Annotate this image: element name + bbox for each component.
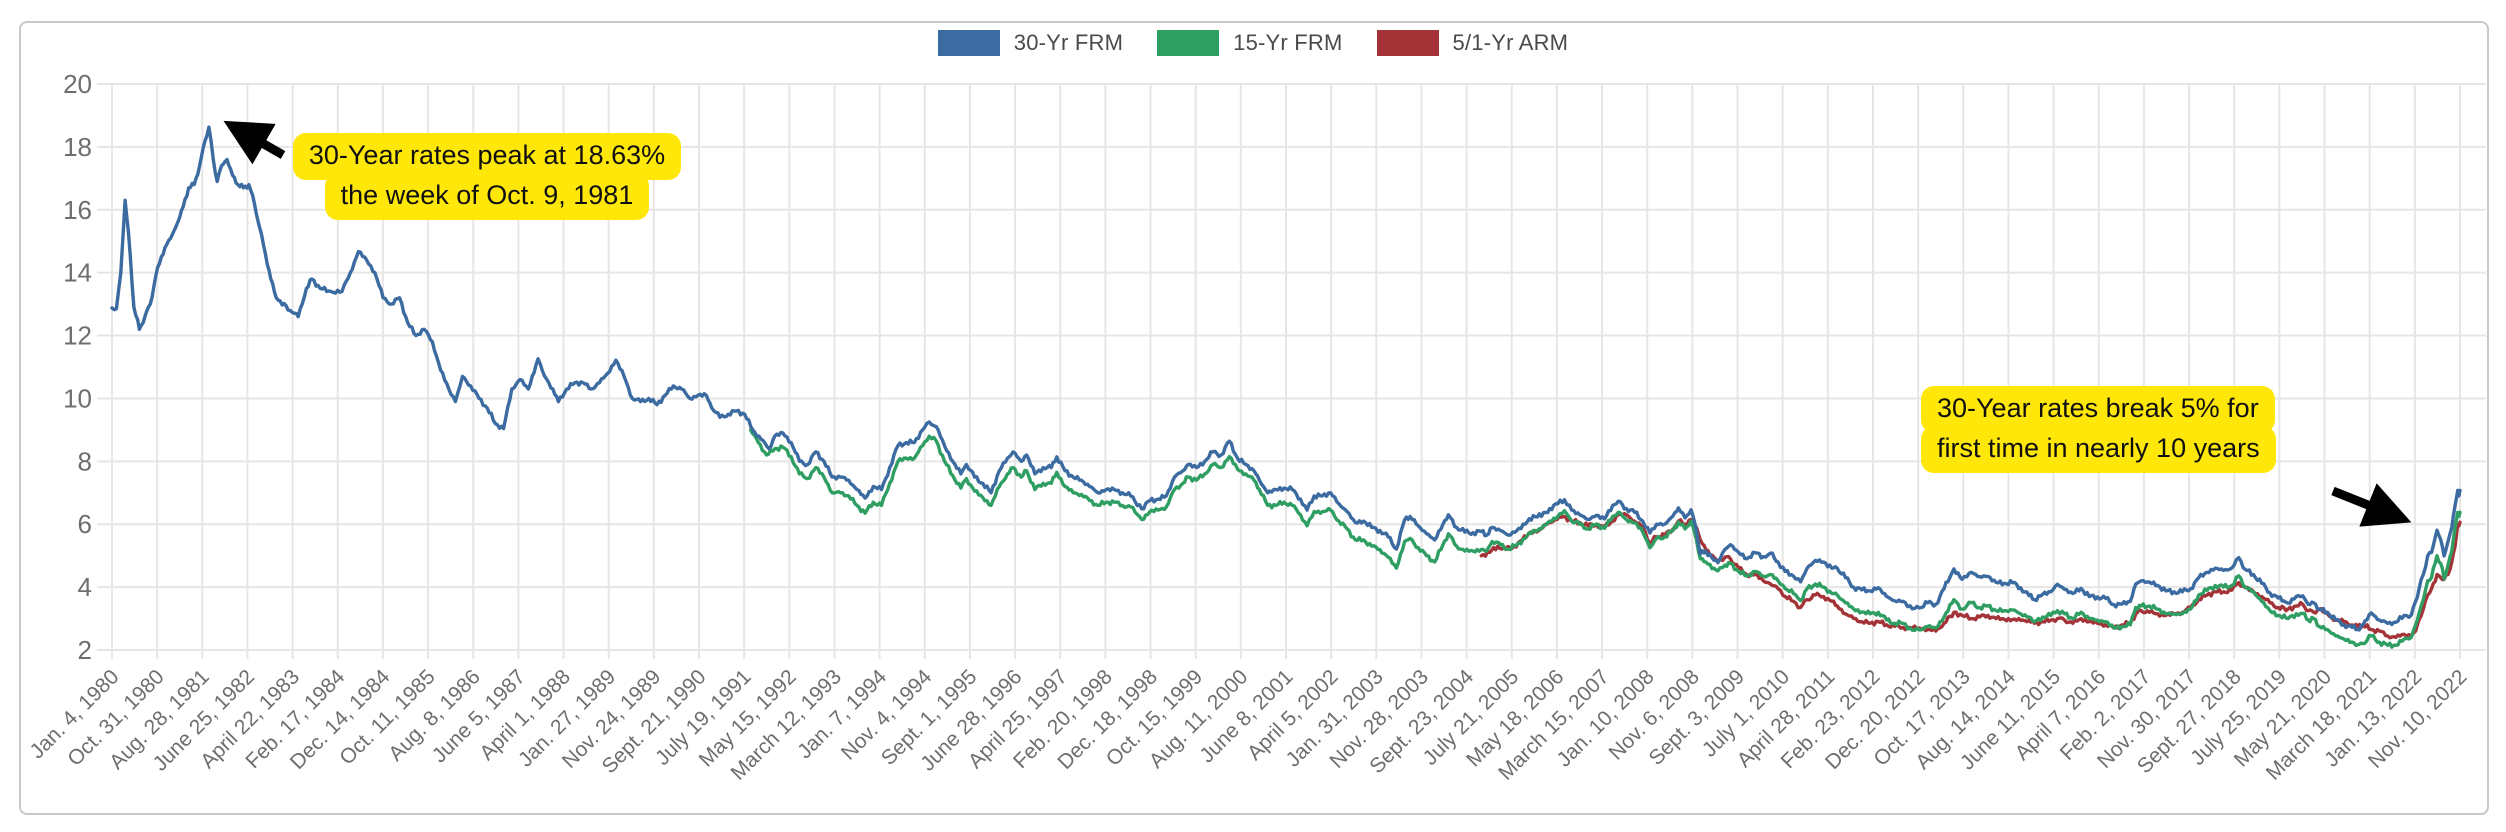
svg-text:18: 18	[63, 132, 92, 162]
annotation-peak-line-1: 30-Year rates peak at 18.63%	[292, 133, 682, 180]
annotation-peak-1981: 30-Year rates peak at 18.63% the week of…	[287, 133, 687, 220]
svg-text:6: 6	[78, 509, 92, 539]
series-line-5-1-yr-arm	[1479, 511, 2462, 640]
annotation-peak-line-2: the week of Oct. 9, 1981	[324, 173, 650, 220]
svg-text:4: 4	[78, 572, 92, 602]
annotation-break5-line-1: 30-Year rates break 5% for	[1921, 386, 2275, 433]
legend-label-arm: 5/1-Yr ARM	[1452, 30, 1569, 55]
svg-text:16: 16	[63, 195, 92, 225]
chart-legend: 30-Yr FRM 15-Yr FRM 5/1-Yr ARM	[0, 30, 2506, 56]
series-line-15-yr-frm	[748, 428, 2462, 649]
legend-item-51yr-arm: 5/1-Yr ARM	[1376, 30, 1569, 56]
peak-arrow-icon	[223, 120, 286, 165]
annotation-break-5pct-2022: 30-Year rates break 5% for first time in…	[1921, 386, 2361, 473]
svg-text:10: 10	[63, 383, 92, 413]
svg-text:2: 2	[78, 635, 92, 665]
svg-text:8: 8	[78, 446, 92, 476]
legend-swatch-30yr-icon	[937, 30, 1000, 56]
annotation-arrows	[223, 120, 2412, 527]
series-line-30-yr-frm	[110, 125, 2462, 632]
svg-text:14: 14	[63, 258, 92, 288]
legend-label-15yr: 15-Yr FRM	[1233, 30, 1343, 55]
legend-item-15yr-frm: 15-Yr FRM	[1157, 30, 1342, 56]
annotation-break5-line-2: first time in nearly 10 years	[1921, 426, 2276, 473]
break5-arrow-icon	[2331, 483, 2412, 527]
legend-swatch-15yr-icon	[1157, 30, 1220, 56]
legend-swatch-arm-icon	[1376, 30, 1439, 56]
data-series	[110, 125, 2462, 649]
legend-item-30yr-frm: 30-Yr FRM	[937, 30, 1124, 56]
svg-text:20: 20	[63, 69, 92, 99]
svg-text:12: 12	[63, 321, 92, 351]
legend-label-30yr: 30-Yr FRM	[1013, 30, 1124, 55]
